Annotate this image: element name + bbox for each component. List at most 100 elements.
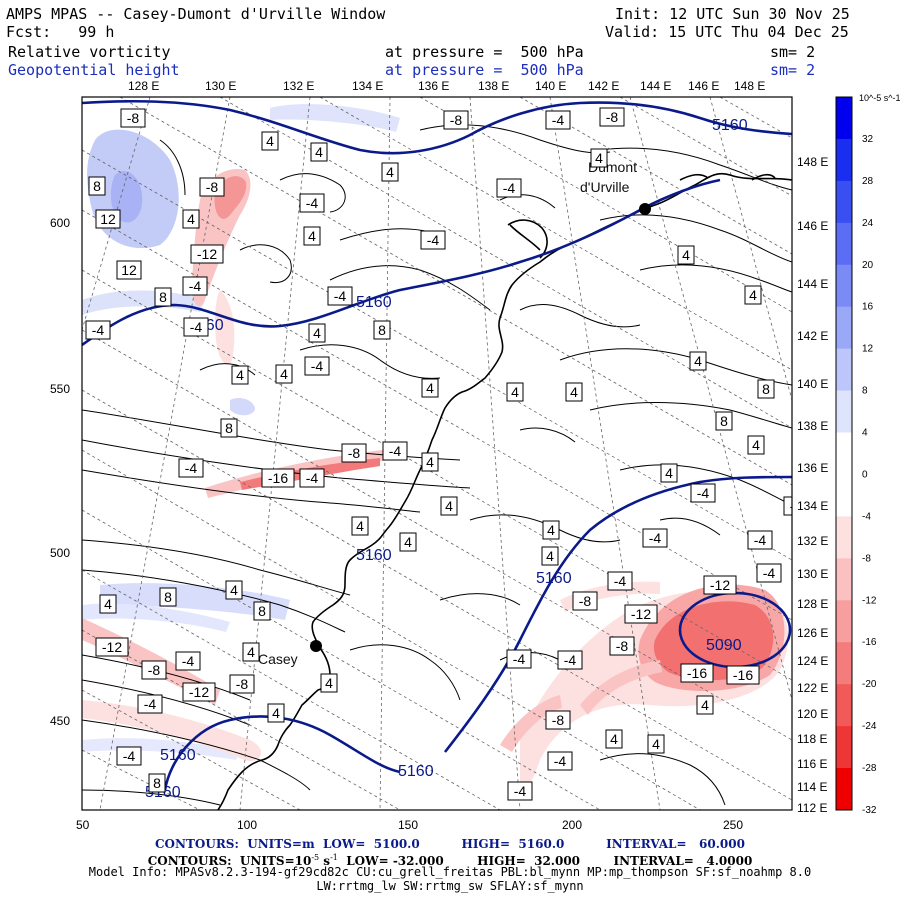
vorticity-label: -8	[450, 112, 463, 128]
vorticity-label: 4	[236, 367, 244, 383]
vorticity-label: 4	[280, 366, 288, 382]
bottom-axis-label: 100	[237, 818, 257, 832]
vorticity-label-box	[137, 694, 163, 714]
left-axis-label: 550	[50, 382, 70, 396]
vorticity-label: 4	[247, 644, 255, 660]
right-lon-label: 144 E	[797, 277, 828, 291]
vorticity-label-box	[590, 148, 608, 168]
vorticity-label-box	[421, 452, 439, 472]
vorticity-label: -4	[189, 278, 202, 294]
top-lon-label: 144 E	[640, 79, 671, 93]
vorticity-label: 4	[104, 596, 112, 612]
vorticity-label: 4	[445, 498, 453, 514]
vorticity-label-box	[120, 108, 146, 128]
vorticity-label: -8	[127, 110, 140, 126]
vorticity-label: 8	[164, 589, 172, 605]
top-lon-label: 130 E	[205, 79, 236, 93]
vorticity-label: 4	[701, 697, 709, 713]
right-lon-label: 120 E	[797, 707, 828, 721]
vorticity-label: -4	[649, 530, 662, 546]
vorticity-label-box	[199, 177, 225, 197]
vorticity-label: -8	[606, 109, 619, 125]
colorbar-label: 20	[862, 260, 874, 271]
colorbar-label: 4	[862, 428, 868, 439]
right-lon-label: 132 E	[797, 534, 828, 548]
vorticity-label: 8	[159, 289, 167, 305]
vorticity-label-box	[116, 260, 142, 280]
vorticity-label-box	[341, 443, 367, 463]
footer-line1-interval: INTERVAL= 60.000	[606, 837, 745, 851]
vorticity-label: -4	[554, 753, 567, 769]
vorticity-label-box	[747, 435, 765, 455]
map-plot-area: Dumont d'Urville Casey 5160 5160 5160 51…	[82, 97, 803, 810]
colorbar-segment	[836, 180, 852, 224]
top-lon-label: 134 E	[352, 79, 383, 93]
height-label: 5160	[398, 763, 434, 780]
vorticity-label: -8	[579, 593, 592, 609]
vorticity-label-box	[572, 591, 598, 611]
colorbar-segment	[836, 306, 852, 350]
vorticity-label-box	[225, 580, 243, 600]
colorbar-label: -4	[862, 511, 871, 522]
vorticity-label: 4	[315, 144, 323, 160]
vorticity-label-box	[99, 594, 117, 614]
vorticity-label-box	[141, 660, 167, 680]
vorticity-label: -4	[614, 573, 627, 589]
vorticity-label: -4	[190, 319, 203, 335]
vorticity-label: 4	[610, 731, 618, 747]
model-title: AMPS MPAS -- Casey-Dumont d'Urville Wind…	[6, 5, 386, 23]
vorticity-label: 8	[93, 178, 101, 194]
vorticity-label-box	[605, 729, 623, 749]
colorbar-label: 0	[862, 469, 868, 480]
colorbar-label: 24	[862, 218, 874, 229]
plot-frame	[81, 96, 793, 811]
station-labels: Dumont d'Urville Casey	[258, 159, 637, 667]
vorticity-label: 4	[694, 353, 702, 369]
bottom-axis-label: 250	[723, 818, 743, 832]
vorticity-label-box	[642, 528, 668, 548]
height-label: 5160	[160, 747, 196, 764]
vorticity-label-box	[542, 520, 560, 540]
vorticity-label-box	[242, 642, 260, 662]
vorticity-label: 4	[404, 534, 412, 550]
bottom-axis-label: 50	[76, 818, 90, 832]
colorbar-segment	[836, 726, 852, 769]
field2-level: at pressure = 500 hPa	[385, 61, 584, 79]
vorticity-label-box	[327, 286, 353, 306]
vorticity-label-box	[747, 530, 773, 550]
vorticity-label: 4	[426, 380, 434, 396]
top-lon-label: 148 E	[734, 79, 765, 93]
vorticity-label: -4	[185, 460, 198, 476]
vorticity-label-box	[506, 649, 532, 669]
colorbar-segment	[836, 138, 852, 182]
footer-line2-exp: -5	[311, 853, 320, 862]
vorticity-label: -16	[687, 665, 707, 681]
vorticity-label: 4	[665, 465, 673, 481]
vorticity-label-box	[680, 663, 714, 683]
vorticity-label: -4	[513, 651, 526, 667]
vorticity-label: -4	[144, 696, 157, 712]
colorbar-label: -16	[862, 637, 877, 648]
vorticity-label-box	[506, 382, 524, 402]
casey-name: Casey	[258, 651, 298, 667]
right-lon-label: 146 E	[797, 219, 828, 233]
left-axis-label: 600	[50, 216, 70, 230]
vorticity-label-box	[299, 193, 325, 213]
vorticity-label-box	[148, 773, 166, 793]
top-lon-label: 138 E	[478, 79, 509, 93]
vorticity-label-box	[381, 162, 399, 182]
vorticity-label: -4	[790, 498, 803, 514]
vorticity-label-box	[507, 781, 533, 801]
right-lon-label: 126 E	[797, 626, 828, 640]
field2-smooth: sm= 2	[770, 61, 816, 79]
colorbar-label: 16	[862, 302, 874, 313]
colorbar-label: -8	[862, 553, 871, 564]
vorticity-label: -4	[123, 748, 136, 764]
vorticity-label: 4	[511, 384, 519, 400]
vorticity-label-box	[382, 441, 408, 461]
bottom-axis-labels: 50 100 150 200 250	[76, 818, 743, 832]
vorticity-label-box	[647, 734, 665, 754]
vorticity-label: 4	[426, 454, 434, 470]
